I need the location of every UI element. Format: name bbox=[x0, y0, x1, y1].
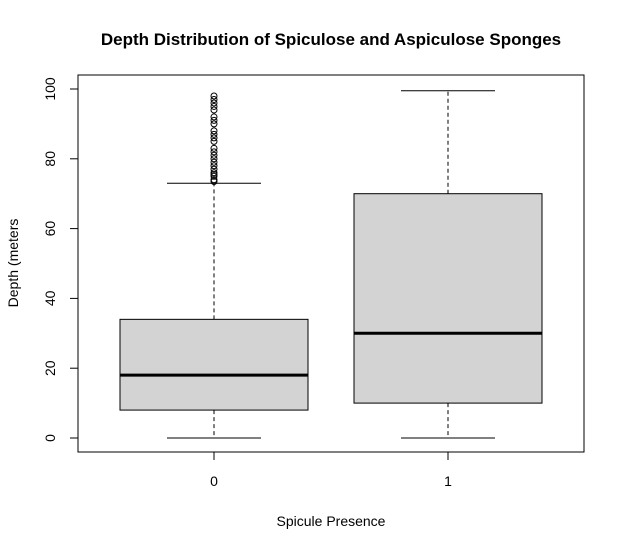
box-group bbox=[119, 90, 543, 439]
outlier-point bbox=[210, 95, 218, 103]
outlier-point bbox=[210, 137, 218, 145]
outlier-point bbox=[210, 176, 218, 184]
outlier-point bbox=[210, 155, 218, 163]
box-iqr bbox=[353, 193, 543, 404]
outlier-point bbox=[210, 106, 218, 114]
outlier-point bbox=[210, 165, 218, 173]
outlier-point bbox=[210, 113, 218, 121]
outlier-point bbox=[210, 116, 218, 124]
y-tick-label: 40 bbox=[42, 290, 58, 306]
y-tick-label: 0 bbox=[42, 434, 58, 442]
outlier-point bbox=[210, 151, 218, 159]
x-tick-label: 0 bbox=[210, 473, 218, 489]
box-series-1 bbox=[353, 90, 543, 439]
outlier-point bbox=[210, 169, 218, 177]
y-axis-label: Depth (meters bbox=[5, 219, 21, 308]
outlier-point bbox=[210, 102, 218, 110]
outlier-point bbox=[210, 162, 218, 170]
box-iqr bbox=[119, 318, 309, 411]
outlier-point bbox=[210, 130, 218, 138]
y-tick-label: 80 bbox=[42, 151, 58, 167]
outlier-point bbox=[210, 99, 218, 107]
outlier-point bbox=[210, 158, 218, 166]
outlier-point bbox=[210, 144, 218, 152]
x-tick-label: 1 bbox=[444, 473, 452, 489]
y-tick-label: 20 bbox=[42, 360, 58, 376]
x-axis-label: Spicule Presence bbox=[277, 513, 386, 529]
box-series-0 bbox=[119, 92, 309, 439]
y-tick-label: 60 bbox=[42, 221, 58, 237]
y-tick-label: 100 bbox=[42, 77, 58, 101]
y-axis: 0 20 40 60 80 100 bbox=[42, 77, 79, 442]
outlier-point bbox=[210, 127, 218, 135]
outlier-point bbox=[210, 134, 218, 142]
outlier-point bbox=[210, 120, 218, 128]
chart-title: Depth Distribution of Spiculose and Aspi… bbox=[101, 30, 561, 49]
outlier-point bbox=[210, 148, 218, 156]
outlier-point bbox=[210, 92, 218, 100]
